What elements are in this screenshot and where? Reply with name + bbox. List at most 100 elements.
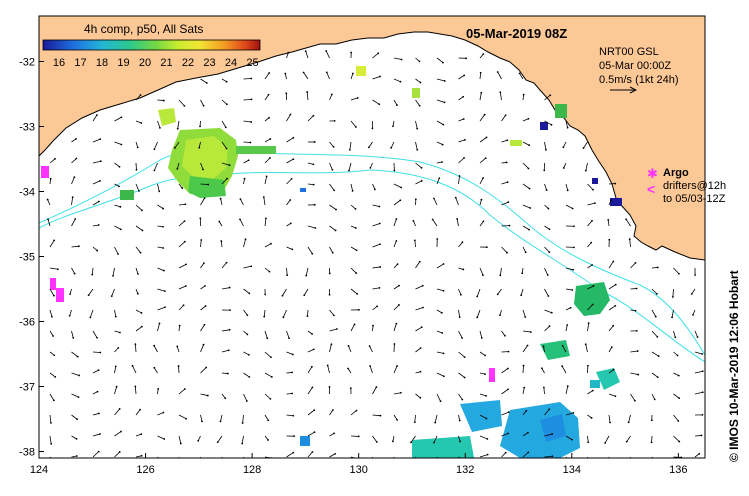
- current-vector-head: [138, 190, 140, 192]
- current-vector: [458, 288, 462, 295]
- current-vector: [178, 325, 181, 332]
- current-vector-head: [418, 60, 421, 63]
- current-vector-head: [376, 305, 379, 308]
- current-vector-head: [395, 322, 398, 325]
- current-vector-head: [184, 285, 187, 287]
- current-vector-head: [486, 453, 489, 456]
- current-vector-head: [289, 113, 292, 116]
- current-vector: [89, 309, 94, 318]
- current-vector-head: [202, 343, 205, 346]
- contour-line-north: [39, 147, 705, 356]
- current-vector: [479, 92, 482, 101]
- current-vector-head: [463, 156, 466, 159]
- current-vector-head: [355, 249, 358, 252]
- current-vector-head: [140, 325, 143, 328]
- current-vector: [47, 199, 51, 206]
- current-vector-head: [140, 122, 143, 124]
- current-vector-head: [592, 188, 594, 191]
- current-vector: [501, 201, 509, 206]
- current-vector-head: [433, 441, 435, 444]
- current-vector: [220, 198, 223, 206]
- current-vector: [114, 386, 117, 395]
- current-vector-head: [462, 95, 465, 98]
- current-vector-head: [391, 440, 394, 443]
- current-vector-head: [548, 228, 551, 231]
- current-vector: [286, 114, 291, 122]
- current-vector: [651, 351, 659, 357]
- current-vector: [92, 224, 99, 227]
- current-vector-head: [245, 400, 248, 402]
- current-vector-head: [419, 81, 422, 84]
- current-vector-head: [612, 260, 615, 263]
- current-vector: [49, 288, 55, 296]
- current-vector: [157, 267, 165, 271]
- colorbar-tick-label: 25: [246, 57, 258, 69]
- current-vector-head: [525, 409, 528, 412]
- current-vector: [479, 393, 487, 397]
- current-vector-head: [225, 147, 228, 150]
- current-vector-head: [353, 323, 356, 326]
- current-vector: [415, 307, 424, 311]
- current-vector: [157, 435, 165, 440]
- current-vector-head: [269, 397, 272, 400]
- current-vector: [135, 433, 142, 437]
- current-vector: [369, 365, 373, 374]
- current-vector-head: [78, 374, 81, 377]
- current-vector: [630, 288, 637, 290]
- current-vector: [286, 351, 293, 355]
- current-vector-head: [550, 311, 553, 314]
- current-vector-head: [292, 451, 295, 454]
- current-vector-head: [200, 239, 203, 241]
- current-vector-head: [701, 413, 704, 416]
- current-vector-head: [463, 74, 466, 77]
- current-vector-head: [197, 439, 200, 442]
- current-vector-head: [485, 417, 488, 420]
- current-vector: [71, 455, 77, 458]
- current-vector: [307, 387, 313, 395]
- current-vector: [307, 162, 314, 165]
- current-vector: [329, 246, 334, 253]
- current-vector: [264, 243, 272, 248]
- current-vector-head: [527, 451, 530, 454]
- current-vector: [220, 414, 223, 422]
- current-vector: [71, 393, 79, 398]
- current-vector: [433, 435, 438, 443]
- current-vector: [608, 393, 616, 397]
- current-vector: [372, 183, 376, 190]
- current-vector-head: [326, 364, 329, 367]
- current-vector-head: [566, 189, 569, 192]
- current-vector: [135, 94, 141, 101]
- current-vector-head: [118, 185, 120, 188]
- current-vector: [544, 246, 550, 253]
- current-vector-head: [627, 421, 630, 424]
- current-vector-head: [420, 166, 423, 169]
- current-vector-head: [454, 196, 457, 199]
- current-legend-line-3: 0.5m/s (1kt 24h): [599, 74, 678, 86]
- current-vector: [499, 267, 502, 276]
- current-vector-head: [524, 251, 527, 254]
- current-vector: [501, 330, 506, 336]
- current-vector: [479, 454, 488, 458]
- current-vector: [522, 452, 529, 458]
- current-vector-head: [356, 97, 359, 99]
- current-vector-head: [304, 50, 307, 53]
- current-vector-head: [436, 238, 439, 240]
- current-vector-head: [247, 353, 250, 356]
- current-vector: [307, 309, 309, 317]
- current-vector: [307, 451, 313, 458]
- current-vector: [329, 183, 335, 191]
- y-tick-label: -35: [19, 252, 35, 264]
- current-vector-head: [572, 411, 575, 414]
- current-vector: [217, 435, 223, 443]
- current-vector-head: [227, 349, 230, 352]
- current-vector-head: [540, 367, 543, 370]
- current-vector: [178, 414, 187, 420]
- current-vector: [625, 219, 631, 227]
- current-vector-head: [351, 72, 354, 75]
- current-vector: [587, 435, 589, 443]
- current-vector-head: [224, 126, 227, 129]
- current-vector: [239, 219, 244, 227]
- current-vector: [673, 267, 680, 275]
- current-vector: [49, 267, 58, 270]
- current-vector-head: [68, 314, 71, 317]
